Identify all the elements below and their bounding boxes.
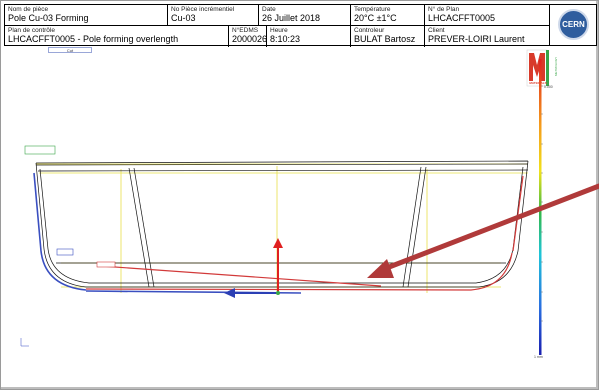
date-label: Date (262, 6, 276, 13)
client-cell: Client PREVER-LOIRI Laurent (425, 26, 551, 47)
nom-piece-label: Nom de pièce (8, 6, 49, 13)
client-label: Client (428, 27, 445, 34)
scale-max-label: 0.000 (544, 85, 553, 89)
heure-label: Heure (270, 27, 288, 34)
edms-cell: N°EDMS 2000026 (229, 26, 267, 47)
materials-metrology-logo: MATERIALS METROLOGY (526, 49, 558, 87)
pole-part-view (24, 145, 529, 294)
annotation-box-red (96, 261, 116, 268)
plan-no-value: LHCACFFT0005 (428, 13, 496, 23)
nom-piece-value: Pole Cu-03 Forming (8, 13, 89, 23)
logo-box: CERN (550, 4, 597, 46)
temperature-label: Température (354, 6, 391, 13)
client-value: PREVER-LOIRI Laurent (428, 34, 525, 44)
report-header: Nom de pièce Pole Cu-03 Forming No Pièce… (4, 4, 551, 47)
annotation-box-left (56, 248, 74, 256)
cern-logo: CERN (558, 9, 589, 40)
plan-controle-cell: Plan de contrôle LHCACFFT0005 - Pole for… (5, 26, 229, 47)
blue-surface-deviation (33, 172, 302, 294)
plan-no-cell: N° de Plan LHCACFFT0005 (425, 5, 551, 26)
piece-inc-value: Cu-03 (171, 13, 196, 23)
heure-cell: Heure 8:10:23 (267, 26, 351, 47)
red-surface-deviation (85, 175, 524, 291)
edms-label: N°EDMS (232, 27, 259, 34)
callout-arrow (367, 183, 599, 278)
plan-controle-label: Plan de contrôle (8, 27, 55, 34)
metrology-text: METROLOGY (554, 57, 558, 76)
controleur-label: Controleur (354, 27, 385, 34)
annotation-box-top (24, 145, 56, 155)
temperature-value: 20°C ±1°C (354, 13, 397, 23)
piece-inc-label: No Pièce incrémentiel (171, 6, 235, 13)
materials-text: MATERIALS (529, 81, 546, 85)
origin-point (276, 291, 280, 295)
controleur-value: BULAT Bartosz (354, 34, 416, 44)
yellow-guides (36, 163, 528, 293)
controleur-cell: Controleur BULAT Bartosz (351, 26, 425, 47)
temperature-cell: Température 20°C ±1°C (351, 5, 425, 26)
date-cell: Date 26 Juillet 2018 (259, 5, 351, 26)
callout-arrow-head-icon (367, 259, 394, 278)
x-axis-arrow-icon (224, 288, 235, 298)
piece-inc-cell: No Pièce incrémentiel Cu-03 (168, 5, 259, 26)
view-tag: Cut (48, 47, 92, 53)
edms-value: 2000026 (232, 34, 268, 44)
heure-value: 8:10:23 (270, 34, 301, 44)
date-value: 26 Juillet 2018 (262, 13, 321, 23)
plan-controle-value: LHCACFFT0005 - Pole forming overlength (8, 34, 179, 44)
part-outline (35, 160, 529, 288)
nom-piece-cell: Nom de pièce Pole Cu-03 Forming (5, 5, 168, 26)
scale-min-label: 1 mm (534, 355, 543, 359)
y-axis-arrow-icon (273, 238, 283, 248)
view-triad-icon (20, 338, 29, 347)
coordinate-axes (224, 238, 283, 298)
plan-no-label: N° de Plan (428, 6, 460, 13)
